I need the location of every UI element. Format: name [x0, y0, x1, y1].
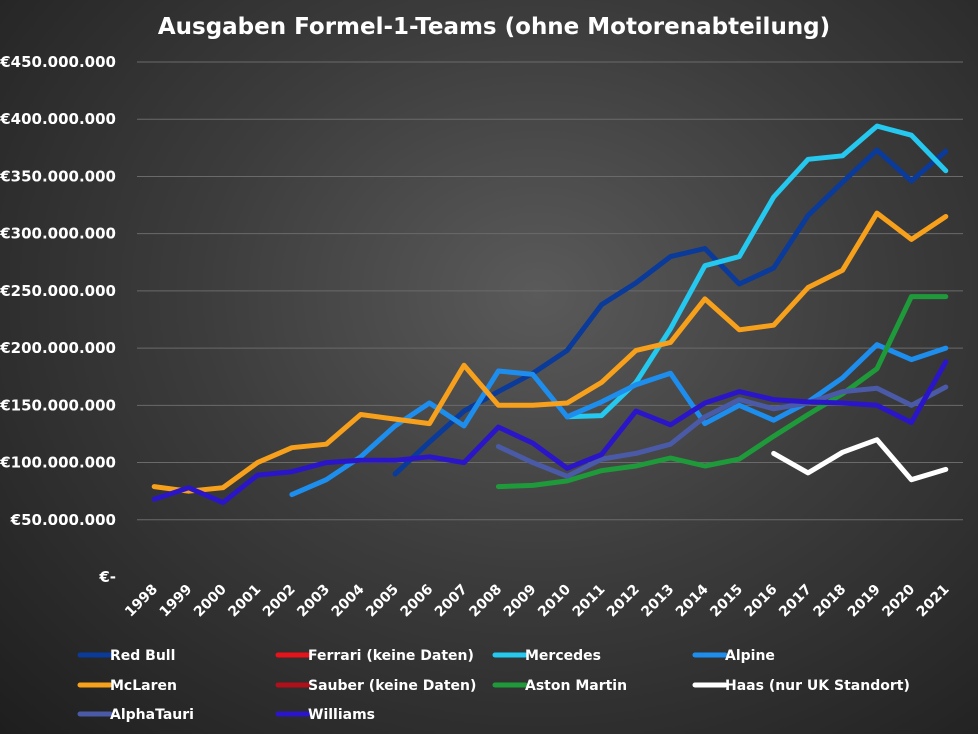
legend-label-aston-martin: Aston Martin	[525, 678, 627, 694]
y-tick-label: €50.000.000	[10, 511, 116, 529]
x-tick-label: 2019	[845, 582, 884, 621]
x-tick-label: 2001	[225, 582, 264, 621]
x-tick-label: 2006	[398, 582, 437, 621]
legend-label-alpine: Alpine	[725, 648, 775, 664]
series-line-mercedes	[564, 123, 949, 420]
x-axis-ticks: 1998199920002001200220032004200520062007…	[122, 581, 952, 620]
series-lines	[151, 123, 949, 506]
x-tick-label: 2020	[879, 581, 918, 620]
y-tick-label: €100.000.000	[0, 454, 116, 472]
y-tick-label: €250.000.000	[0, 282, 116, 300]
y-tick-label: €450.000.000	[0, 53, 116, 71]
x-tick-label: 2009	[501, 582, 540, 621]
legend-label-sauber: Sauber (keine Daten)	[308, 678, 476, 694]
legend-label-mclaren: McLaren	[110, 678, 177, 694]
x-tick-label: 2005	[363, 582, 402, 621]
x-tick-label: 2010	[535, 581, 574, 620]
series-line-alphatauri	[495, 384, 949, 479]
legend-label-alphatauri: AlphaTauri	[110, 707, 194, 723]
x-tick-label: 2012	[604, 582, 643, 621]
x-tick-label: 1998	[122, 582, 161, 621]
y-tick-label: €-	[98, 568, 116, 586]
x-tick-label: 2002	[260, 582, 299, 621]
series-line-mclaren	[151, 210, 949, 494]
legend-label-red-bull: Red Bull	[110, 648, 175, 664]
y-tick-label: €200.000.000	[0, 339, 116, 357]
x-tick-label: 2017	[776, 582, 815, 621]
x-tick-label: 2013	[638, 582, 677, 621]
legend-label-mercedes: Mercedes	[525, 648, 601, 664]
x-tick-label: 2007	[432, 582, 471, 621]
x-tick-label: 2016	[742, 582, 781, 621]
x-tick-label: 2004	[329, 581, 368, 620]
x-tick-label: 1999	[157, 582, 196, 621]
legend-label-haas: Haas (nur UK Standort)	[725, 678, 910, 694]
x-tick-label: 2018	[811, 582, 850, 621]
x-tick-label: 2008	[466, 582, 505, 621]
x-tick-label: 2015	[707, 582, 746, 621]
legend-label-ferrari: Ferrari (keine Daten)	[308, 648, 474, 664]
chart-title: Ausgaben Formel-1-Teams (ohne Motorenabt…	[158, 14, 830, 40]
y-axis-ticks: €- €50.000.000 €100.000.000 €150.000.000 €20…	[0, 53, 116, 586]
y-tick-label: €350.000.000	[0, 167, 116, 185]
legend-label-williams: Williams	[308, 707, 375, 723]
series-line-aston-martin	[495, 294, 949, 490]
series-line-williams	[151, 359, 949, 506]
x-tick-label: 2003	[294, 582, 333, 621]
legend: Red Bull Ferrari (keine Daten) Mercedes Alp…	[77, 648, 910, 723]
x-tick-label: 2021	[914, 582, 953, 621]
x-tick-label: 2014	[673, 581, 712, 620]
series-line-haas	[771, 437, 949, 483]
y-tick-label: €400.000.000	[0, 110, 116, 128]
x-tick-label: 2000	[191, 581, 230, 620]
x-tick-label: 2011	[570, 582, 609, 621]
gridlines	[137, 61, 963, 521]
series-line-red-bull	[392, 147, 949, 477]
y-tick-label: €300.000.000	[0, 225, 116, 243]
y-tick-label: €150.000.000	[0, 396, 116, 414]
